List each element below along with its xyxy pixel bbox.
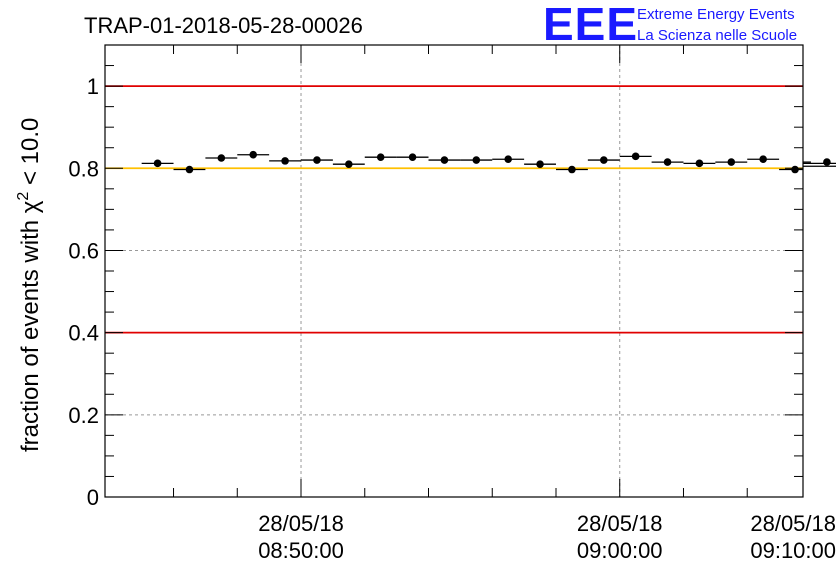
data-point-14	[599, 156, 608, 164]
plot-frame	[104, 44, 804, 498]
data-point-2	[217, 154, 226, 162]
data-point-18	[727, 158, 736, 166]
data-point-6	[345, 160, 353, 168]
grid	[105, 45, 803, 497]
data-point-21	[823, 158, 831, 166]
data-point-11	[504, 155, 512, 164]
y-tick-label-4: 0.8	[68, 156, 99, 181]
eee-logo-line2: La Scienza nelle Scuole	[637, 27, 797, 44]
x-axis-ticks: 28/05/1808:50:0028/05/1809:00:0028/05/18…	[173, 45, 836, 563]
data-point-10	[472, 156, 481, 164]
x-tick-label-date-0: 28/05/18	[258, 511, 344, 536]
data-point-16	[663, 158, 672, 166]
reference-lines	[105, 85, 803, 334]
data-point-15	[631, 152, 640, 161]
data-point-8	[408, 153, 417, 161]
data-point-9	[440, 156, 449, 164]
eee-logo: EEE Extreme Energy Events La Scienza nel…	[543, 0, 797, 50]
y-axis-label-superscript: 2	[15, 192, 32, 201]
x-tick-label-time-0: 08:50:00	[258, 538, 344, 563]
data-point-3	[249, 150, 258, 159]
data-point-4	[281, 157, 289, 165]
x-tick-label-date-1: 28/05/18	[577, 511, 663, 536]
y-tick-label-3: 0.6	[68, 238, 99, 263]
data-point-17	[695, 159, 704, 168]
data-point-7	[376, 153, 385, 161]
y-axis-label: fraction of events with χ2 < 10.0	[15, 118, 44, 452]
data-point-12	[536, 160, 544, 168]
x-tick-label-time-2: 09:10:00	[750, 538, 836, 563]
x-tick-label-date-2: 28/05/18	[750, 511, 836, 536]
data-point-1	[185, 165, 194, 174]
chart-title: TRAP-01-2018-05-28-00026	[84, 13, 363, 38]
data-points	[141, 150, 836, 174]
y-tick-label-2: 0.4	[68, 321, 99, 346]
eee-logo-mark: EEE	[543, 0, 638, 50]
data-point-19	[759, 155, 767, 164]
y-tick-label-5: 1	[87, 74, 99, 99]
x-tick-label-time-1: 09:00:00	[577, 538, 663, 563]
y-tick-label-1: 0.2	[68, 403, 99, 428]
y-tick-label-0: 0	[87, 485, 99, 510]
y-axis-label-main: fraction of events with χ	[17, 200, 44, 452]
eee-logo-line1: Extreme Energy Events	[637, 6, 795, 23]
y-axis-label-tail: < 10.0	[17, 118, 44, 192]
y-axis-ticks: 0 0.2 0.4 0.6 0.8 1	[68, 44, 803, 510]
data-point-0	[153, 159, 162, 168]
data-point-20	[791, 165, 799, 174]
data-point-5	[313, 156, 321, 164]
data-point-13	[568, 165, 576, 174]
